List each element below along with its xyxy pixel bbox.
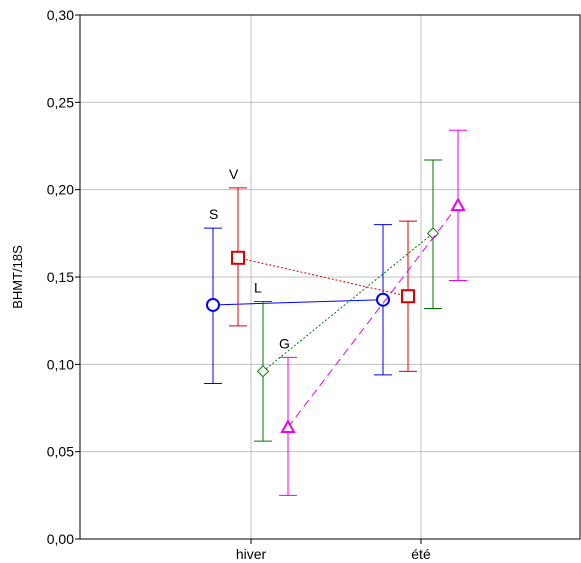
y-tick-label: 0,30 <box>47 7 74 23</box>
series-label: S <box>209 206 218 222</box>
data-point-diamond <box>426 227 440 240</box>
series-layer: S V L G <box>204 129 467 496</box>
y-tick-label: 0,10 <box>47 356 74 372</box>
series-label: V <box>229 166 239 182</box>
series-line <box>212 299 384 306</box>
series-S: S <box>204 206 392 385</box>
data-point-circle <box>376 292 390 307</box>
series-line <box>287 205 459 428</box>
data-point-square <box>231 250 245 265</box>
y-tick-label: 0,00 <box>47 531 74 547</box>
series-G: G <box>279 129 467 496</box>
y-axis-ticks: 0,00 0,05 0,10 0,15 0,20 0,25 0,30 <box>47 7 80 547</box>
series-L: L <box>254 159 442 442</box>
series-line <box>237 257 409 297</box>
series-line <box>262 232 434 372</box>
data-point-triangle <box>450 197 466 212</box>
series-V: V <box>229 166 417 372</box>
y-tick-label: 0,25 <box>47 94 74 110</box>
data-point-diamond <box>256 365 270 378</box>
grid <box>80 14 580 540</box>
y-tick-label: 0,15 <box>47 269 74 285</box>
x-axis-ticks: hiver été <box>236 539 431 562</box>
y-axis-title: BHMT/18S <box>10 245 25 309</box>
x-tick-label: été <box>411 546 431 562</box>
y-tick-label: 0,05 <box>47 444 74 460</box>
data-point-circle <box>206 297 220 312</box>
data-point-triangle <box>280 419 296 434</box>
data-point-square <box>401 289 415 304</box>
y-tick-label: 0,20 <box>47 182 74 198</box>
series-label: L <box>254 279 262 295</box>
x-tick-label: hiver <box>236 546 267 562</box>
series-label: G <box>279 335 290 351</box>
